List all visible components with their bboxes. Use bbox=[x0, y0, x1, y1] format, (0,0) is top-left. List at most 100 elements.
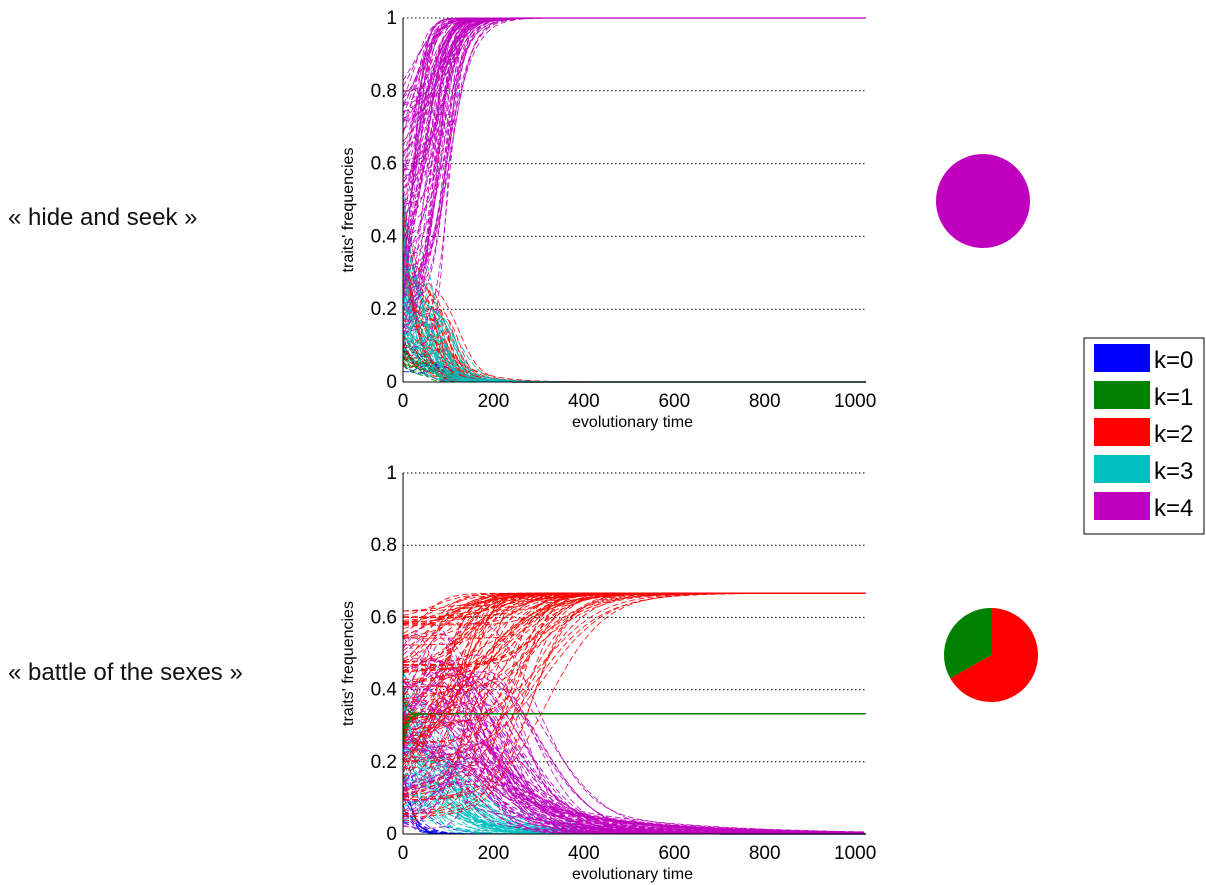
trajectory-k=2 bbox=[403, 218, 865, 383]
trajectory-k=2 bbox=[403, 592, 865, 646]
legend: k=0 k=1 k=2 k=3 k=4 bbox=[1083, 337, 1205, 535]
trajectory-k=4 bbox=[403, 17, 865, 298]
trajectory-k=2 bbox=[403, 317, 865, 383]
trajectory-k=3 bbox=[403, 202, 865, 383]
trajectory-k=4 bbox=[403, 17, 865, 259]
trajectory-k=2 bbox=[403, 592, 865, 621]
trajectory-k=4 bbox=[403, 17, 865, 287]
trajectory-k=3 bbox=[403, 274, 865, 383]
x-tick-label: 600 bbox=[658, 843, 690, 864]
trajectories bbox=[403, 17, 866, 383]
trajectory-k=2 bbox=[403, 274, 865, 383]
trajectory-k=2 bbox=[403, 212, 865, 383]
trajectory-k=2 bbox=[403, 203, 865, 383]
trajectory-k=4 bbox=[403, 17, 865, 248]
trajectory-k=2 bbox=[403, 316, 865, 383]
trajectory-k=4 bbox=[403, 17, 865, 121]
x-tick-label: 200 bbox=[478, 843, 510, 864]
trajectory-k=3 bbox=[403, 695, 865, 835]
equilibrium-pie-battle-of-the-sexes bbox=[944, 608, 1039, 702]
trajectory-k=3 bbox=[403, 225, 865, 383]
trajectory-k=4 bbox=[403, 17, 865, 289]
y-tick-label: 0.4 bbox=[371, 680, 398, 701]
trajectory-k=4 bbox=[403, 17, 865, 256]
y-tick-label: 0.6 bbox=[371, 607, 397, 628]
legend-swatch-k=4 bbox=[1094, 492, 1150, 520]
trajectory-k=4 bbox=[403, 17, 865, 223]
trajectory-k=4 bbox=[403, 17, 865, 257]
trajectory-k=2 bbox=[403, 592, 865, 673]
trajectory-k=2 bbox=[403, 195, 865, 383]
x-tick-label: 800 bbox=[749, 843, 781, 864]
trajectory-k=4 bbox=[403, 17, 865, 268]
trajectory-k=3 bbox=[403, 231, 865, 383]
trajectory-k=4 bbox=[403, 17, 865, 147]
trajectory-k=3 bbox=[403, 317, 865, 383]
y-tick-label: 0.2 bbox=[371, 299, 397, 320]
trajectories bbox=[403, 592, 866, 835]
trajectory-k=4 bbox=[403, 703, 865, 833]
x-tick-label: 400 bbox=[568, 391, 600, 412]
trajectory-k=4 bbox=[403, 17, 865, 306]
trajectory-k=3 bbox=[403, 228, 865, 383]
trajectory-k=4 bbox=[403, 691, 865, 835]
legend-label-k=2: k=2 bbox=[1154, 421, 1193, 448]
trajectory-k=3 bbox=[403, 712, 865, 835]
trajectory-k=2 bbox=[403, 232, 865, 383]
trajectory-k=2 bbox=[403, 286, 865, 383]
trajectory-k=2 bbox=[403, 248, 865, 383]
trajectory-k=2 bbox=[403, 233, 865, 383]
trajectory-k=3 bbox=[403, 774, 865, 835]
y-tick-label: 0.6 bbox=[371, 154, 397, 175]
trajectory-k=3 bbox=[403, 348, 865, 383]
trajectory-k=3 bbox=[403, 275, 865, 383]
trajectory-k=4 bbox=[403, 17, 865, 277]
trajectory-k=3 bbox=[403, 265, 865, 383]
trajectory-k=2 bbox=[403, 592, 865, 741]
trajectory-k=2 bbox=[403, 218, 865, 383]
trajectory-k=2 bbox=[403, 592, 865, 797]
legend-label-k=0: k=0 bbox=[1154, 347, 1193, 374]
trajectory-k=3 bbox=[403, 239, 865, 383]
trajectory-k=3 bbox=[403, 243, 865, 383]
x-tick-label: 400 bbox=[568, 843, 600, 864]
trajectory-k=4 bbox=[403, 17, 865, 289]
trajectory-k=3 bbox=[403, 289, 865, 383]
trajectory-k=4 bbox=[403, 17, 865, 176]
trajectory-k=4 bbox=[403, 702, 865, 835]
x-axis-label: evolutionary time bbox=[572, 414, 693, 431]
trajectory-k=2 bbox=[403, 592, 865, 811]
trajectory-k=4 bbox=[403, 17, 865, 197]
trajectory-k=4 bbox=[403, 17, 865, 268]
trajectory-k=2 bbox=[403, 262, 865, 383]
pie-slice-k=1 bbox=[944, 608, 991, 679]
trajectory-k=4 bbox=[403, 17, 865, 216]
trajectory-k=4 bbox=[403, 17, 865, 297]
y-tick-label: 0 bbox=[386, 372, 397, 393]
y-tick-label: 1 bbox=[386, 463, 397, 484]
trajectory-k=4 bbox=[403, 17, 865, 228]
y-tick-label: 0 bbox=[386, 824, 397, 845]
trajectory-k=4 bbox=[403, 729, 865, 835]
x-tick-label: 1000 bbox=[834, 843, 876, 864]
trajectory-k=3 bbox=[403, 200, 865, 383]
x-tick-label: 600 bbox=[658, 391, 690, 412]
trajectory-k=4 bbox=[403, 17, 865, 260]
y-axis-label: traits' frequencies bbox=[340, 148, 357, 273]
trajectory-k=4 bbox=[403, 17, 865, 277]
trajectory-k=4 bbox=[403, 748, 865, 834]
trajectory-k=3 bbox=[403, 686, 865, 835]
trajectory-k=4 bbox=[403, 673, 865, 835]
trajectory-k=3 bbox=[403, 749, 865, 835]
trajectory-k=4 bbox=[403, 17, 865, 98]
trajectory-k=4 bbox=[403, 17, 865, 282]
trajectory-k=2 bbox=[403, 592, 865, 663]
trajectory-k=4 bbox=[403, 17, 865, 162]
trajectory-k=4 bbox=[403, 17, 865, 322]
trajectory-k=4 bbox=[403, 17, 865, 99]
trajectory-k=3 bbox=[403, 285, 865, 383]
x-tick-label: 0 bbox=[398, 843, 409, 864]
trajectory-k=2 bbox=[403, 261, 865, 383]
plot-battle-of-the-sexes: 0 0.2 0.4 0.6 0.8 1 0 200 400 600 800 1000 evolution… bbox=[340, 463, 876, 883]
